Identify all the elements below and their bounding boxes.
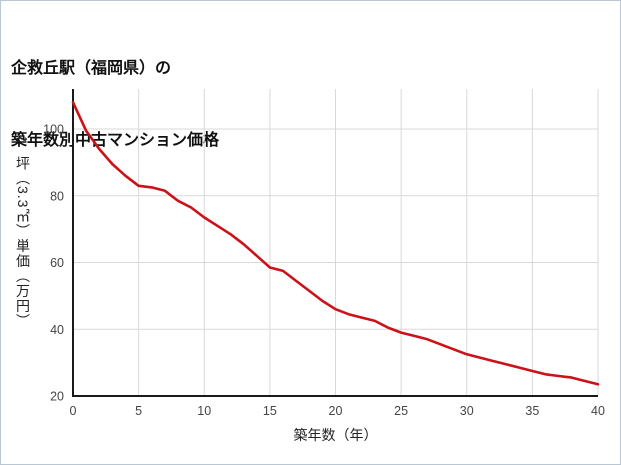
y-tick-label: 80: [50, 189, 64, 203]
y-tick-label: 40: [50, 323, 64, 337]
price-series-line: [71, 101, 600, 386]
x-tick-label: 0: [70, 404, 77, 418]
x-tick-label: 25: [394, 404, 408, 418]
y-tick-label: 100: [43, 123, 64, 137]
x-tick-label: 5: [135, 404, 142, 418]
x-tick-label: 20: [329, 404, 343, 418]
chart-title-line2: 築年数別中古マンション価格: [11, 132, 220, 149]
chart-title: 企救丘駅（福岡県）の 築年数別中古マンション価格: [11, 9, 219, 201]
x-axis-title: 築年数（年）: [293, 427, 378, 443]
y-axis-title: 坪（3.3㎡）単価（万円）: [15, 156, 31, 329]
x-tick-label: 10: [197, 404, 211, 418]
chart-title-line1: 企救丘駅（福岡県）の: [11, 60, 172, 77]
y-tick-label: 60: [50, 256, 64, 270]
x-tick-label: 30: [460, 404, 474, 418]
y-tick-label: 20: [50, 390, 64, 404]
x-tick-label: 40: [591, 404, 605, 418]
x-tick-label: 35: [525, 404, 539, 418]
x-tick-label: 15: [263, 404, 277, 418]
